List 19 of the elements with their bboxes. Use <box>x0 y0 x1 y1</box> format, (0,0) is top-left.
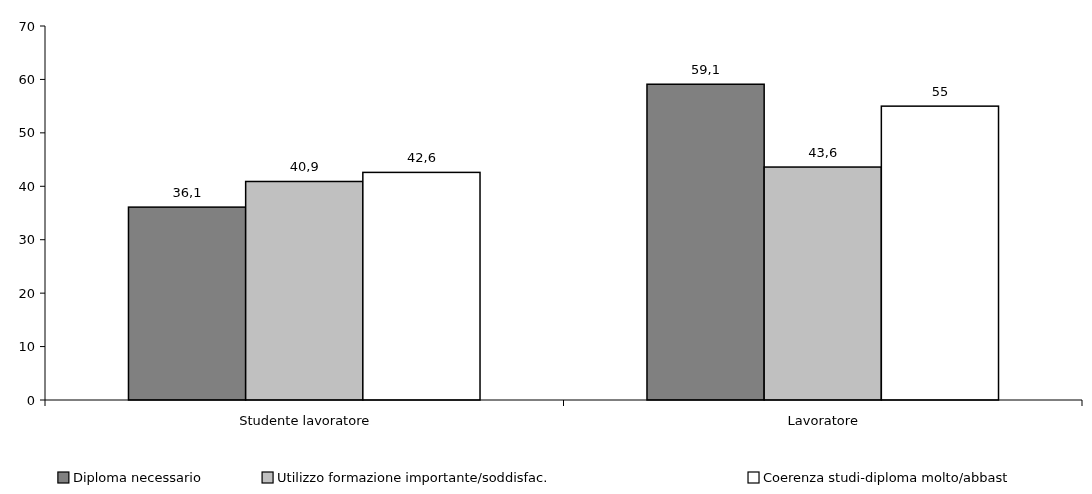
legend-label: Utilizzo formazione importante/soddisfac. <box>277 470 548 485</box>
y-tick-label: 70 <box>18 18 35 34</box>
data-label: 42,6 <box>406 150 436 166</box>
data-label: 43,6 <box>808 145 838 161</box>
legend-label: Diploma necessario <box>72 470 201 485</box>
data-label: 40,9 <box>289 159 319 175</box>
y-tick-label: 60 <box>18 71 35 87</box>
data-label: 55 <box>931 84 949 100</box>
y-tick-label: 50 <box>18 125 35 141</box>
data-label: 36,1 <box>172 185 202 201</box>
y-tick-label: 20 <box>18 285 35 301</box>
y-tick-label: 40 <box>18 178 35 194</box>
y-tick-label: 30 <box>18 232 35 248</box>
x-tick-label: Lavoratore <box>787 413 858 428</box>
y-tick-label: 10 <box>18 339 35 355</box>
y-tick-label: 0 <box>26 392 35 408</box>
data-label: 59,1 <box>691 62 721 78</box>
legend-label: Coerenza studi-diploma molto/abbast <box>763 470 1008 485</box>
x-tick-label: Studente lavoratore <box>239 413 370 428</box>
